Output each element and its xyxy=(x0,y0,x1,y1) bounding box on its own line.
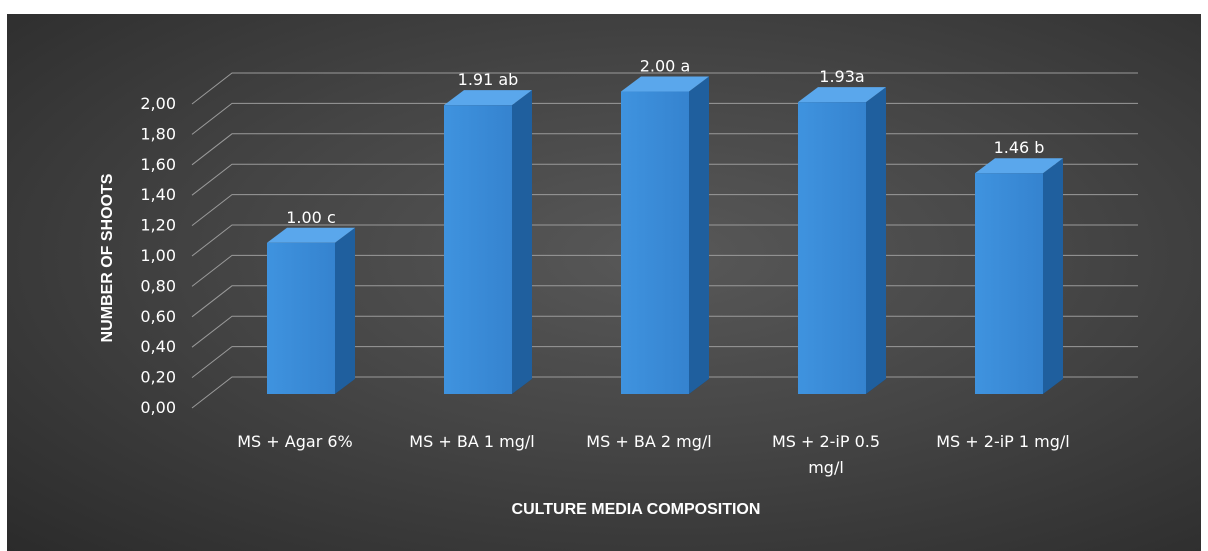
y-tick-label: 0,00 xyxy=(140,398,176,417)
data-label: 1.46 b xyxy=(994,138,1045,157)
y-tick-label: 0,40 xyxy=(140,337,176,356)
bar-front xyxy=(444,105,512,395)
bar: 1.00 c xyxy=(267,208,355,394)
bar-top xyxy=(621,76,709,92)
data-label: 1.00 c xyxy=(286,208,336,227)
bar-side xyxy=(512,90,532,395)
x-axis-title: CULTURE MEDIA COMPOSITION xyxy=(512,501,761,518)
bar-side xyxy=(1043,158,1063,394)
y-axis-ticks: 0,00 0,20 0,40 0,60 0,80 1,00 1,20 1,40 1,60 1,80… xyxy=(140,94,176,417)
x-axis-categories: MS + Agar 6% MS + BA 1 mg/l MS + BA 2 mg/l… xyxy=(237,432,1070,477)
data-label: 1.93a xyxy=(819,67,864,86)
bar: 1.46 b xyxy=(975,138,1063,394)
bar-front xyxy=(975,173,1043,394)
x-category-label: MS + 2-iP 0.5 mg/l xyxy=(772,432,880,477)
bar: 2.00 a xyxy=(621,57,709,395)
bar: 1.91 ab xyxy=(444,70,532,395)
y-tick-label: 2,00 xyxy=(140,94,176,113)
x-category-label: MS + BA 2 mg/l xyxy=(586,432,711,451)
bar-front xyxy=(621,91,689,395)
bar-top xyxy=(798,87,886,103)
data-label: 1.91 ab xyxy=(458,70,519,89)
x-category-label: MS + 2-iP 1 mg/l xyxy=(936,432,1070,451)
x-category-label: MS + BA 1 mg/l xyxy=(409,432,534,451)
bar-side xyxy=(335,227,355,394)
bar-top xyxy=(267,227,355,243)
y-tick-label: 0,80 xyxy=(140,276,176,295)
bar: 1.93a xyxy=(798,67,886,394)
bar-side xyxy=(866,87,886,394)
y-tick-label: 0,60 xyxy=(140,307,176,326)
bar-side xyxy=(689,76,709,395)
bar-front xyxy=(798,102,866,394)
bar-front xyxy=(267,242,335,394)
y-tick-label: 1,00 xyxy=(140,246,176,265)
y-tick-label: 1,80 xyxy=(140,124,176,143)
gridline xyxy=(191,72,1138,105)
bars: 1.00 c 1.91 ab 2.00 a 1.93a 1.46 b xyxy=(267,57,1063,395)
x-category-label: MS + Agar 6% xyxy=(237,432,353,451)
data-label: 2.00 a xyxy=(640,57,691,76)
y-axis-title: NUMBER OF SHOOTS xyxy=(99,173,116,342)
y-tick-label: 1,60 xyxy=(140,155,176,174)
bar-top xyxy=(975,158,1063,174)
y-tick-label: 1,20 xyxy=(140,216,176,235)
y-tick-label: 1,40 xyxy=(140,185,176,204)
bar-top xyxy=(444,90,532,106)
y-tick-label: 0,20 xyxy=(140,368,176,387)
